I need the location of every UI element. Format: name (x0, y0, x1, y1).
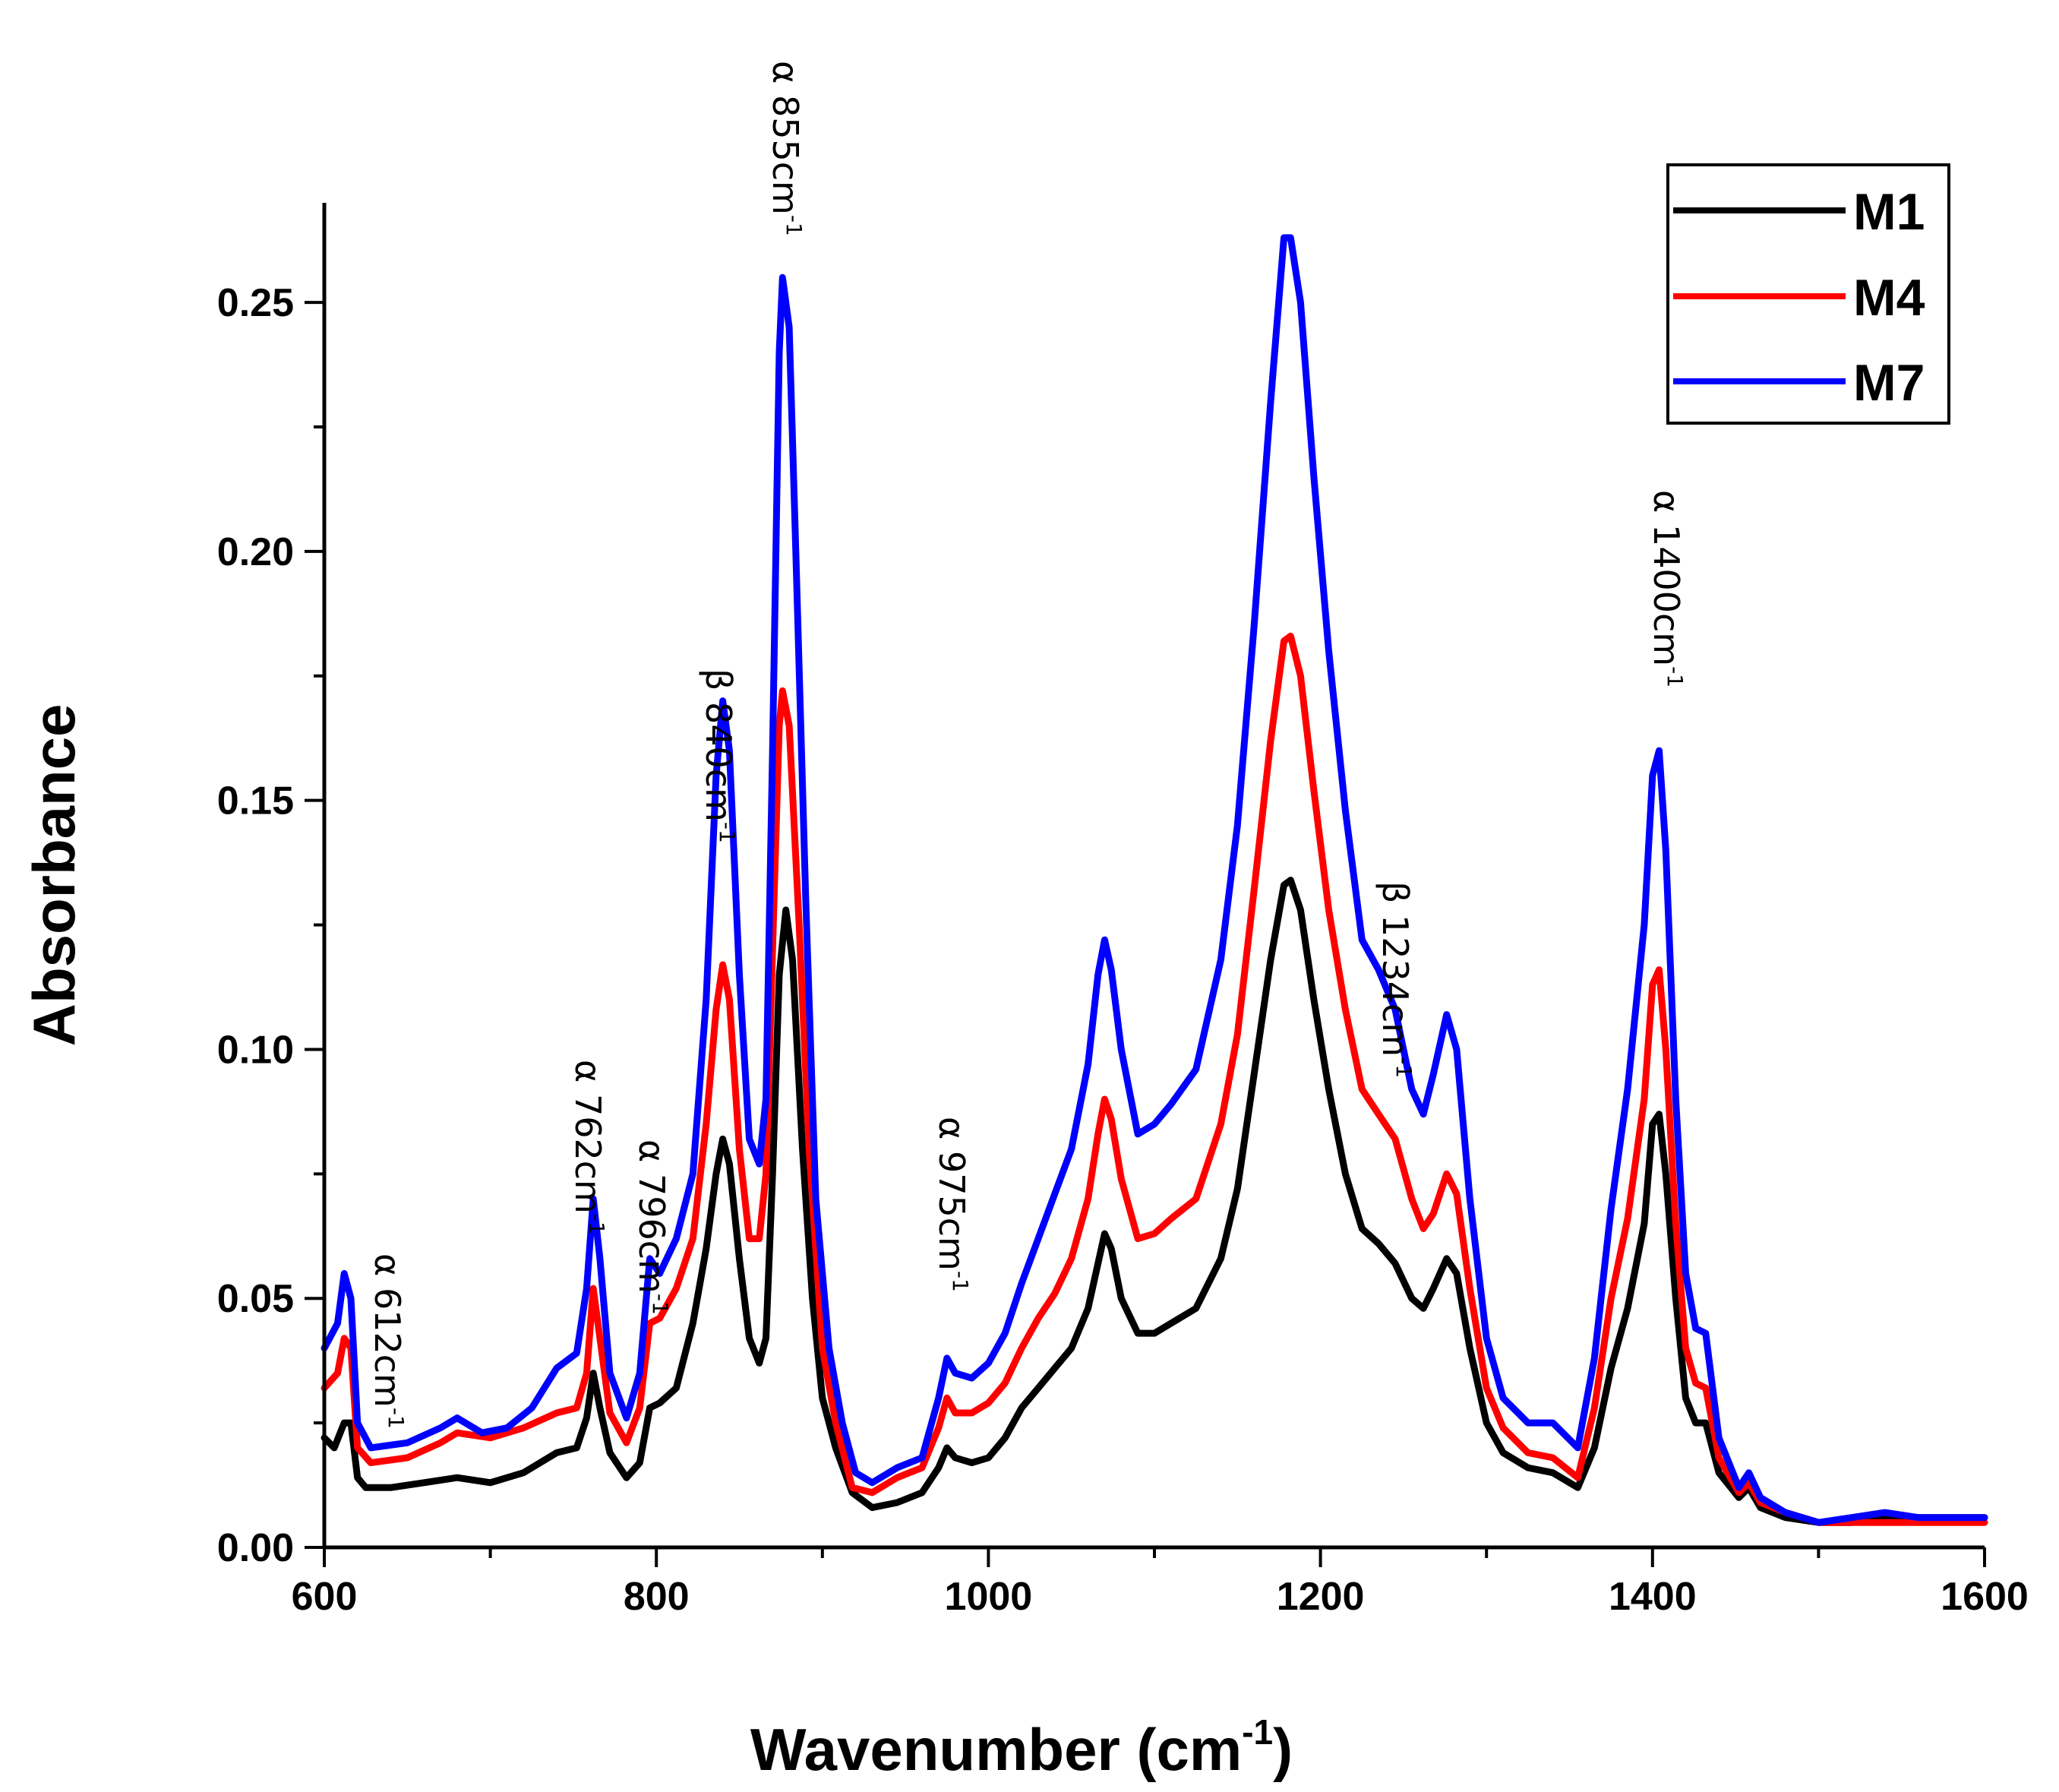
peak-annotation: α 975cm-1 (931, 1117, 973, 1292)
x-axis-title: Wavenumber (cm-1) (750, 1712, 1293, 1783)
x-tick-label: 1000 (945, 1575, 1033, 1619)
x-tick-label: 1200 (1277, 1575, 1365, 1619)
series-line-m1 (321, 877, 1988, 1526)
series-line-m4 (321, 632, 1988, 1526)
x-tick-label: 600 (292, 1575, 358, 1619)
peak-annotation: β 840cm-1 (698, 668, 740, 843)
y-axis-title: Absorbance (21, 704, 87, 1047)
x-tick-label: 1600 (1941, 1575, 2029, 1619)
peak-annotation: α 796cm-1 (631, 1139, 673, 1315)
peak-annotation: α 1400cm-1 (1646, 490, 1688, 687)
peak-annotation: α 855cm-1 (765, 61, 807, 236)
peak-annotation: α 762cm-1 (567, 1060, 609, 1235)
x-tick-label: 1400 (1609, 1575, 1697, 1619)
y-tick-label: 0.20 (217, 530, 294, 574)
legend: M1 M4 M7 (1666, 163, 1950, 425)
peak-annotation: α 612cm-1 (367, 1253, 409, 1429)
legend-label-m1: M1 (1853, 183, 1925, 241)
y-tick-label: 0.15 (217, 779, 294, 823)
x-tick-label: 800 (624, 1575, 690, 1619)
y-tick-label: 0.00 (217, 1526, 294, 1570)
y-tick-label: 0.25 (217, 281, 294, 325)
peak-annotation: β 1234cm-1 (1375, 881, 1416, 1078)
y-tick-label: 0.05 (217, 1277, 294, 1321)
legend-label-m7: M7 (1853, 354, 1925, 412)
series-line-m7 (321, 234, 1988, 1526)
legend-label-m4: M4 (1853, 269, 1925, 327)
y-tick-label: 0.10 (217, 1028, 294, 1072)
